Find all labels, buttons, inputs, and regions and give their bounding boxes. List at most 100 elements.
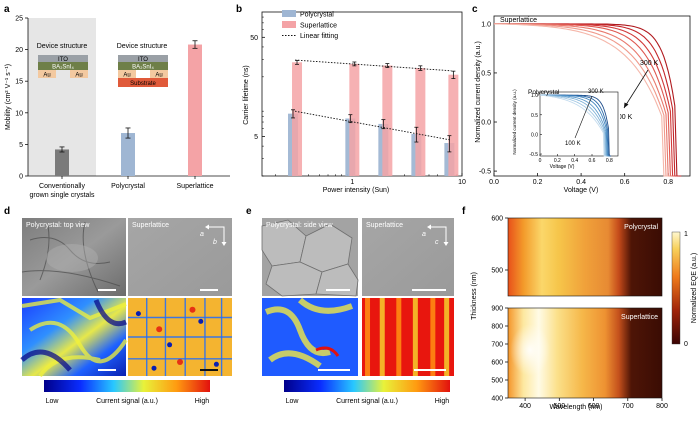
stack-right-substrate xyxy=(118,78,168,87)
sem-superlattice-top xyxy=(128,218,232,296)
heatmap-bottom-ytick-label: 700 xyxy=(491,342,503,349)
category-label-superlattice: Superlattice xyxy=(177,183,214,190)
d-axis-arrowhead-a xyxy=(205,224,209,230)
legend-label-polycrystal: Polycrystal xyxy=(300,12,334,19)
panel-f-axes: 500 600 400 500 600 700 800 900 400 500 600 700 800 xyxy=(491,216,668,411)
stack-left-layer-label: BA₂SnI₄ xyxy=(52,65,74,71)
d-cbar-high: High xyxy=(195,398,210,405)
panel-c-title: Superlattice xyxy=(500,17,537,24)
current-map-superlattice-grid xyxy=(128,298,232,376)
eqe-colorbar-tick-0: 0 xyxy=(684,341,688,348)
panel-c-xtick-label: 0.4 xyxy=(576,179,586,186)
inset-ann-100k: 100 K xyxy=(565,141,581,147)
d-axis-indicator xyxy=(208,226,225,243)
heatmap-top-frame xyxy=(507,217,663,297)
inset-xtick-label: 0.2 xyxy=(554,158,561,164)
e-axis-arrowhead-c xyxy=(443,242,449,246)
panel-b-bar xyxy=(292,62,303,176)
grid-hot-spot xyxy=(189,306,196,313)
stripe-bright xyxy=(365,298,371,376)
inset-ann-300k: 300 K xyxy=(588,89,604,95)
heatmap-polycrystal xyxy=(508,218,662,296)
grain-4 xyxy=(315,263,359,297)
panel-c-xlabel: Voltage (V) xyxy=(564,187,599,194)
grid-dark-spot xyxy=(198,318,204,324)
panel-label-f: f xyxy=(462,206,466,217)
heatmap-xtick-label: 400 xyxy=(519,403,531,410)
eqe-colorbar-tick-1: 1 xyxy=(684,231,688,238)
panel-c-jv-chart: Normalized current density (a.u.) Voltag… xyxy=(475,15,691,194)
grid-dark-spot xyxy=(151,365,157,371)
e-cbar-low: Low xyxy=(286,398,300,405)
panel-c-frame xyxy=(493,15,691,177)
inset-ylabel: Normalized current density (a.u.) xyxy=(512,89,517,155)
stack-right-ito-label: ITO xyxy=(138,57,148,63)
panel-a-ytick-label: 0 xyxy=(19,174,23,181)
legend-swatch-superlattice xyxy=(282,21,296,28)
stack-right-au1 xyxy=(118,70,136,78)
panel-a-ytick-label: 10 xyxy=(15,110,23,117)
panel-c-ytick-label: -0.5 xyxy=(479,169,491,176)
panel-b-ylabel: Carrier lifetime (ns) xyxy=(243,65,250,125)
panel-b-axes: 5 50 1 10 xyxy=(250,11,466,186)
heatmap-label-polycrystal: Polycrystal xyxy=(624,224,658,231)
heatmap-top-ytick-label: 500 xyxy=(491,268,503,275)
heatmap-bottom-ytick-label: 500 xyxy=(491,378,503,385)
panel-d-maps: Polycrystal: top view Superlattice a b L… xyxy=(20,218,232,405)
panel-labels: a b c d e f xyxy=(4,4,478,217)
panel-a-axes: 0 5 10 15 20 25 xyxy=(15,16,230,181)
stack-left-au2 xyxy=(70,70,88,78)
heatmap-bottom-ytick-label: 600 xyxy=(491,360,503,367)
grid-dark-spot xyxy=(135,311,141,317)
inset-xtick-label: 0 xyxy=(539,158,542,164)
grid-hot-spot xyxy=(156,326,163,333)
stack-right-au1-label: Au xyxy=(123,73,130,79)
panel-c-ann-300k: 300 K xyxy=(640,60,659,67)
current-map-poly-side-hot xyxy=(315,346,340,357)
e-colorbar xyxy=(284,380,450,392)
panel-b-legend: Polycrystal Superlattice Linear fitting xyxy=(282,10,338,40)
e-axis-c: c xyxy=(435,239,439,246)
inset-title: Polycrystal xyxy=(528,89,560,96)
inset-axes: -0.5 0.0 0.5 1.0 0 0.2 0.4 0.6 0.8 xyxy=(529,91,619,164)
heatmap-bottom-frame xyxy=(507,307,663,399)
panel-b-ytick-label: 5 xyxy=(254,134,258,141)
heatmap-xtick-label: 500 xyxy=(553,403,565,410)
panel-c-ytick-label: 0.5 xyxy=(481,70,491,77)
heatmap-label-superlattice: Superlattice xyxy=(621,314,658,321)
panel-c-ylabel: Normalized current density (a.u.) xyxy=(475,41,482,143)
heatmap-bottom-ytick-label: 900 xyxy=(491,306,503,313)
category-label-conventional-1: Conventionally xyxy=(39,183,85,190)
panel-c-jv-curve xyxy=(494,23,669,177)
panel-c-xtick-label: 0.6 xyxy=(620,179,630,186)
panel-b-fit-line xyxy=(294,59,452,72)
current-map-superlattice-stripes xyxy=(365,298,450,376)
stack-right-layer-label: BA₂SnI₄ xyxy=(132,65,154,71)
panel-label-e: e xyxy=(246,206,252,217)
panel-c-axes: -0.5 0.0 0.5 1.0 0.0 0.2 0.4 0.6 0.8 xyxy=(479,15,691,186)
sem-poly-side-grains xyxy=(261,219,359,297)
panel-b-fit-line xyxy=(294,110,452,141)
stripe-bright xyxy=(396,298,402,376)
sem-poly-grain-highlight xyxy=(46,244,98,272)
panel-label-d: d xyxy=(4,206,10,217)
stack-left-au2-label: Au xyxy=(75,73,82,79)
panel-b-xtick-label: 10 xyxy=(458,179,466,186)
panel-a-bar xyxy=(121,133,135,176)
current-map-poly-features xyxy=(21,297,128,378)
panel-c-arrowhead xyxy=(624,102,629,108)
heatmap-bottom-ytick-label: 800 xyxy=(491,324,503,331)
category-label-conventional-2: grown single crystals xyxy=(30,192,95,199)
panel-c-ytick-label: 0.0 xyxy=(481,120,491,127)
e-top-left-label: Polycrystal: side view xyxy=(266,222,333,229)
stack-left-layer xyxy=(38,62,88,70)
inset-xlabel: Voltage (V) xyxy=(550,164,575,170)
panel-b-bar xyxy=(382,65,393,176)
panel-label-b: b xyxy=(236,4,242,15)
stripe-bright xyxy=(430,298,436,376)
stack-left-au1-label: Au xyxy=(43,73,50,79)
d-cbar-low: Low xyxy=(46,398,60,405)
panel-a-bar xyxy=(188,44,202,176)
d-top-left-label: Polycrystal: top view xyxy=(26,222,90,229)
panel-a-ytick-label: 25 xyxy=(15,16,23,23)
